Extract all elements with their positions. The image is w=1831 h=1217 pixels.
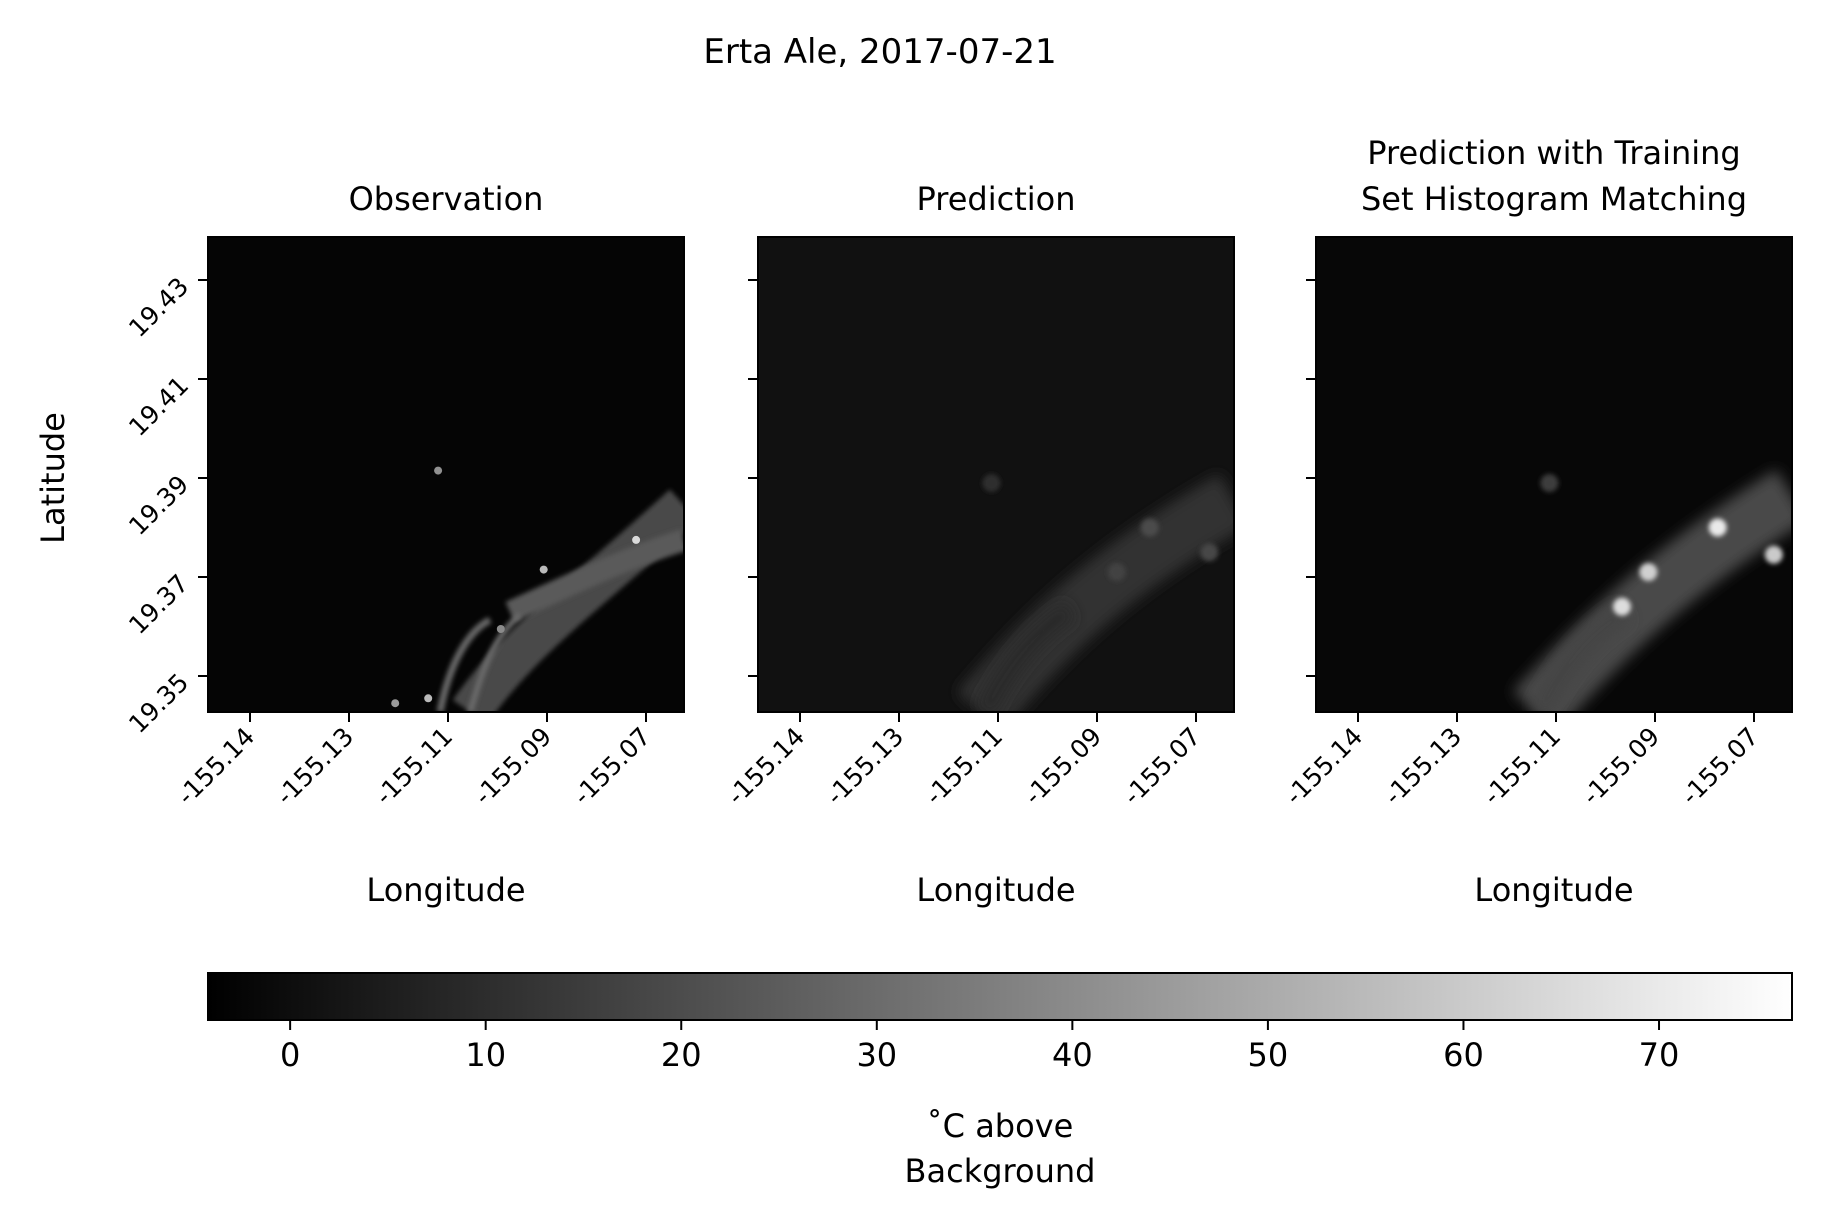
colorbar-tick-label: 70 [1639, 1036, 1680, 1074]
panel-title-histmatch-line2: Set Histogram Matching [1361, 180, 1747, 218]
x-tick-label: -155.14 [172, 722, 261, 811]
hotspot [1639, 563, 1658, 582]
x-tick-label: -155.13 [271, 722, 360, 811]
colorbar-gradient [207, 972, 1793, 1021]
x-tick-label: -155.13 [821, 722, 910, 811]
colorbar-tick-label: 10 [465, 1036, 506, 1074]
heatmap-background-prediction [758, 237, 1234, 712]
lava-channel-left [436, 616, 492, 712]
panel-prediction: Prediction Longitude [757, 180, 1235, 909]
x-tick-label: -155.09 [1019, 722, 1108, 811]
panel-prediction-histmatch: Prediction with Training Set Histogram M… [1315, 134, 1793, 909]
ylabel-latitude: Latitude [34, 412, 72, 544]
heatmap-background-histmatch [1316, 237, 1792, 712]
colorbar-ticks: 0 10 20 30 40 50 60 70 [280, 1020, 1679, 1074]
colorbar-tick-label: 20 [661, 1036, 702, 1074]
hotspot [982, 474, 1001, 492]
predicted-flow-channel [975, 600, 1077, 712]
colorbar-tick-label: 60 [1443, 1036, 1484, 1074]
panel-title-histmatch-line1: Prediction with Training [1367, 134, 1740, 172]
colorbar-label-line2: Background [905, 1152, 1096, 1190]
colorbar-tick-label: 40 [1052, 1036, 1093, 1074]
xlabel-observation: Longitude [366, 871, 525, 909]
y-tick-label: 19.41 [123, 371, 194, 442]
colorbar-tick-label: 30 [856, 1036, 897, 1074]
hotspot [1540, 474, 1559, 492]
hotspot [539, 565, 548, 574]
x-tick-label: -155.11 [920, 722, 1009, 811]
hotspot [632, 535, 641, 544]
hotspot [434, 466, 443, 475]
x-tick-label: -155.13 [1379, 722, 1468, 811]
panel-title-prediction: Prediction [917, 180, 1076, 218]
y-tick-label: 19.39 [123, 470, 194, 541]
hotspot [496, 625, 505, 633]
histmatch-flow-channel [1530, 602, 1631, 712]
hotspot [424, 694, 433, 703]
colorbar-label-line1: ˚C above [927, 1107, 1074, 1145]
xlabel-prediction: Longitude [916, 871, 1075, 909]
x-tick-label: -155.11 [370, 722, 459, 811]
panel-title-observation: Observation [349, 180, 544, 218]
xlabel-histmatch: Longitude [1474, 871, 1633, 909]
y-tick-label: 19.35 [123, 668, 194, 739]
hotspot [391, 699, 400, 708]
lava-channel-right [467, 612, 522, 712]
axes-frame-histmatch [1315, 236, 1793, 713]
figure-title: Erta Ale, 2017-07-21 [703, 32, 1056, 72]
x-tick-label: -155.09 [469, 722, 558, 811]
y-tick-label: 19.37 [123, 569, 194, 640]
hotspot [1107, 563, 1126, 582]
y-tick-label: 19.43 [123, 272, 194, 343]
colorbar-tick-label: 50 [1248, 1036, 1289, 1074]
hotspot [1200, 543, 1219, 562]
x-tick-label: -155.09 [1577, 722, 1666, 811]
x-tick-label: -155.07 [1676, 722, 1765, 811]
hotspot [1140, 518, 1159, 537]
colorbar-tick-label: 0 [280, 1036, 300, 1074]
x-tick-label: -155.07 [568, 722, 657, 811]
hotspot [692, 533, 700, 541]
axes-frame-observation [207, 236, 685, 713]
axes-frame-prediction [757, 236, 1235, 713]
plume-histmatch [1512, 469, 1792, 712]
panel-observation: Observation Longitude Latitude [34, 180, 700, 909]
x-tick-label: -155.07 [1118, 722, 1207, 811]
hotspot [1613, 597, 1631, 616]
hotspot [1764, 545, 1783, 564]
plume-observation [391, 466, 700, 712]
lava-flow-band-upper [452, 489, 684, 712]
x-tick-label: -155.14 [1280, 722, 1369, 811]
hotspot [1708, 518, 1727, 537]
plume-prediction [956, 473, 1234, 712]
x-tick-label: -155.14 [722, 722, 811, 811]
x-tick-label: -155.11 [1478, 722, 1567, 811]
lava-flow-band-lower [505, 529, 684, 623]
heatmap-background-observation [208, 237, 684, 712]
colorbar: 0 10 20 30 40 50 60 70 ˚C above Background [207, 972, 1793, 1190]
